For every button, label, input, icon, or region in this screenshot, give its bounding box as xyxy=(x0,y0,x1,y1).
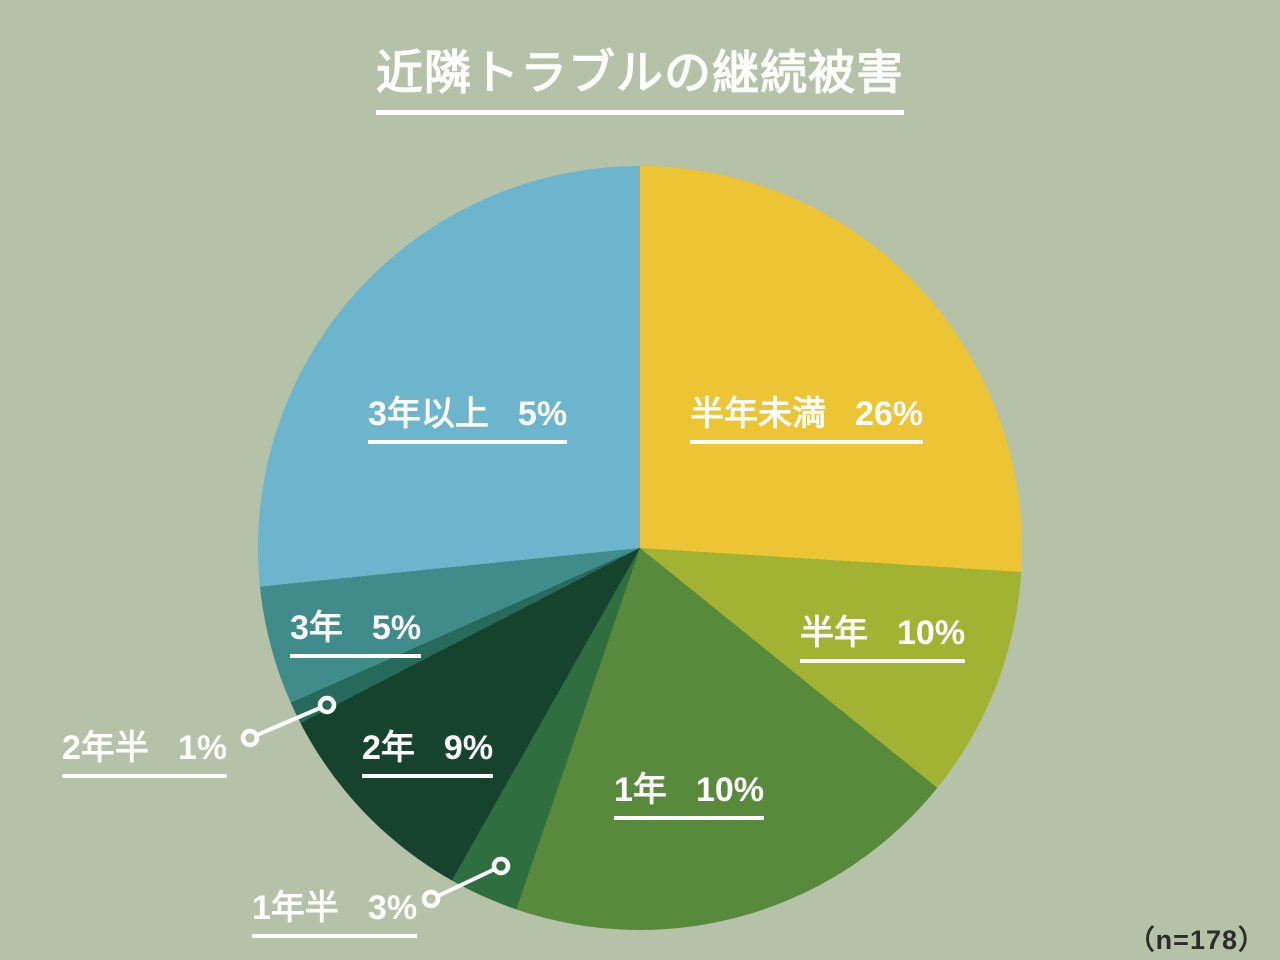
label-two-and-half-years: 2年半 1% xyxy=(62,720,228,778)
page-title-text: 近隣トラブルの継続被害 xyxy=(376,34,904,115)
slice-pct-text: 5% xyxy=(517,395,568,433)
page-title: 近隣トラブルの継続被害 xyxy=(0,34,1280,115)
label-one-year: 1年 10% xyxy=(614,762,764,820)
slice-name-text: 1年半 xyxy=(252,889,339,927)
label-three-years: 3年 5% xyxy=(290,600,422,658)
slice-name-text: 2年半 xyxy=(62,729,149,767)
slice-name-text: 1年 xyxy=(614,771,667,809)
slice-name-text: 3年以上 xyxy=(368,395,489,433)
pie-chart xyxy=(258,166,1022,930)
sample-size-note: （n=178） xyxy=(1127,925,1266,955)
slice-pct-text: 5% xyxy=(371,609,422,647)
leader-ring-one-and-half-years-text-end xyxy=(421,889,441,909)
slice-name-text: 半年未満 xyxy=(690,395,826,433)
label-over-three-years: 3年以上 5% xyxy=(368,386,568,444)
slice-name-text: 半年 xyxy=(800,614,868,652)
leader-ring-two-and-half-years-text-end xyxy=(240,728,260,748)
label-under-half-year: 半年未満 26% xyxy=(690,386,924,444)
label-two-years: 2年 9% xyxy=(362,720,494,778)
label-one-and-half-years: 1年半 3% xyxy=(252,880,418,938)
slice-pct-text: 26% xyxy=(855,395,924,433)
slice-pct-text: 1% xyxy=(177,729,228,767)
label-half-year: 半年 10% xyxy=(800,605,966,663)
slice-pct-text: 9% xyxy=(443,729,494,767)
slice-pct-text: 3% xyxy=(367,889,418,927)
slice-pct-text: 10% xyxy=(897,614,966,652)
slice-name-text: 3年 xyxy=(290,609,343,647)
slice-pct-text: 10% xyxy=(695,771,764,809)
slice-name-text: 2年 xyxy=(362,729,415,767)
